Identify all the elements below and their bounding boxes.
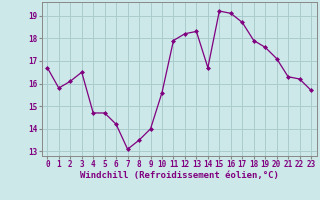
X-axis label: Windchill (Refroidissement éolien,°C): Windchill (Refroidissement éolien,°C): [80, 171, 279, 180]
